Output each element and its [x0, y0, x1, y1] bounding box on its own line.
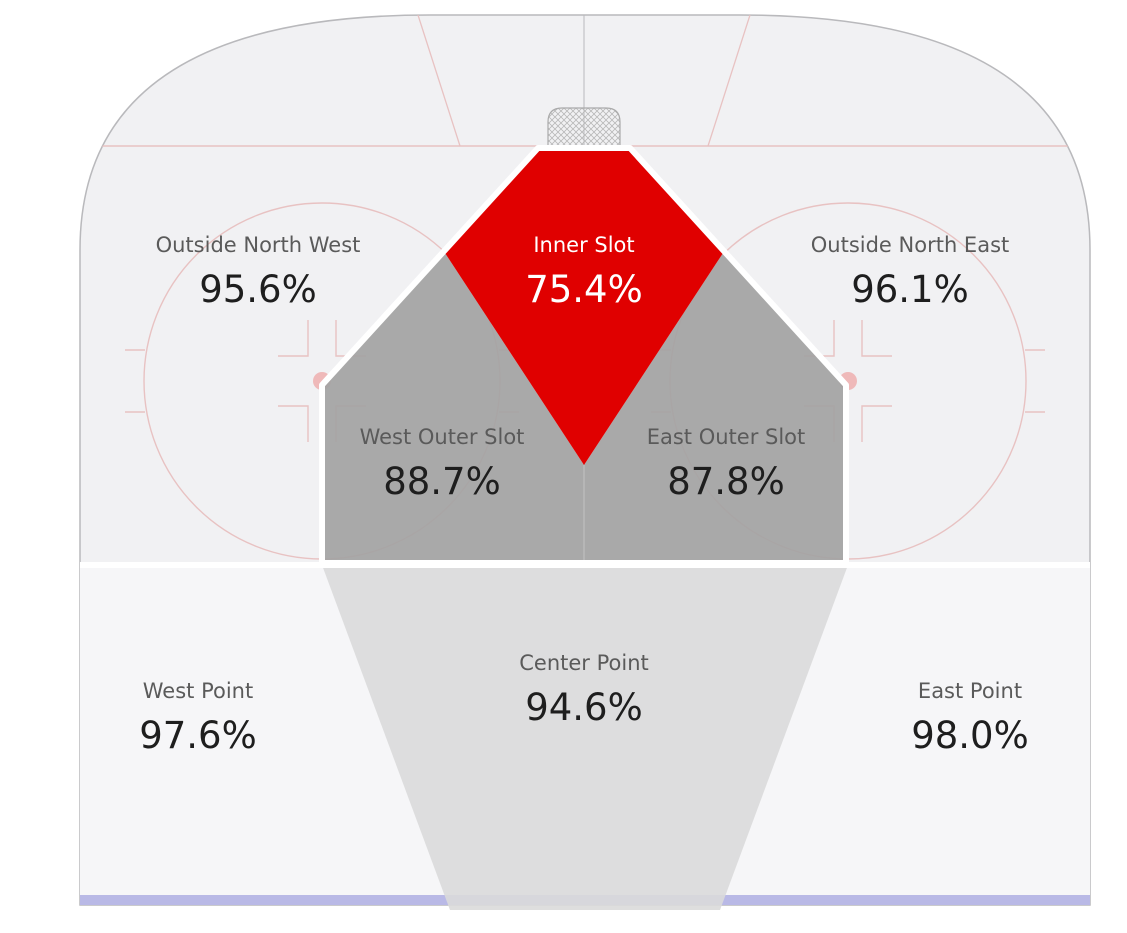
trapezoid-line-right	[707, 15, 751, 147]
zone-value-west-outer-slot: 88.7%	[383, 460, 501, 503]
zone-west-outer-slot	[322, 253, 584, 563]
zone-value-inner-slot: 75.4%	[525, 268, 643, 311]
zone-value-outside-north-east: 96.1%	[851, 268, 969, 311]
zone-center-point	[322, 565, 848, 910]
zone-labels: Outside North West 95.6% Inner Slot 75.4…	[139, 233, 1029, 757]
zone-value-west-point: 97.6%	[139, 714, 257, 757]
zone-outlines	[80, 145, 1090, 568]
zone-value-east-point: 98.0%	[911, 714, 1029, 757]
zone-east-outer-slot	[584, 253, 846, 563]
zone-value-center-point: 94.6%	[525, 686, 643, 729]
trapezoid-line-left	[417, 15, 461, 147]
zone-inner-slot	[445, 148, 723, 465]
zone-name-west-outer-slot: West Outer Slot	[360, 425, 525, 449]
zone-name-west-point: West Point	[143, 679, 253, 703]
zone-name-center-point: Center Point	[519, 651, 649, 675]
zone-value-east-outer-slot: 87.8%	[667, 460, 785, 503]
zone-name-east-outer-slot: East Outer Slot	[647, 425, 806, 449]
zone-name-inner-slot: Inner Slot	[533, 233, 634, 257]
zone-name-outside-north-east: Outside North East	[811, 233, 1010, 257]
goal-net	[547, 107, 621, 147]
zone-name-outside-north-west: Outside North West	[156, 233, 361, 257]
zone-name-east-point: East Point	[918, 679, 1022, 703]
zone-value-outside-north-west: 95.6%	[199, 268, 317, 311]
